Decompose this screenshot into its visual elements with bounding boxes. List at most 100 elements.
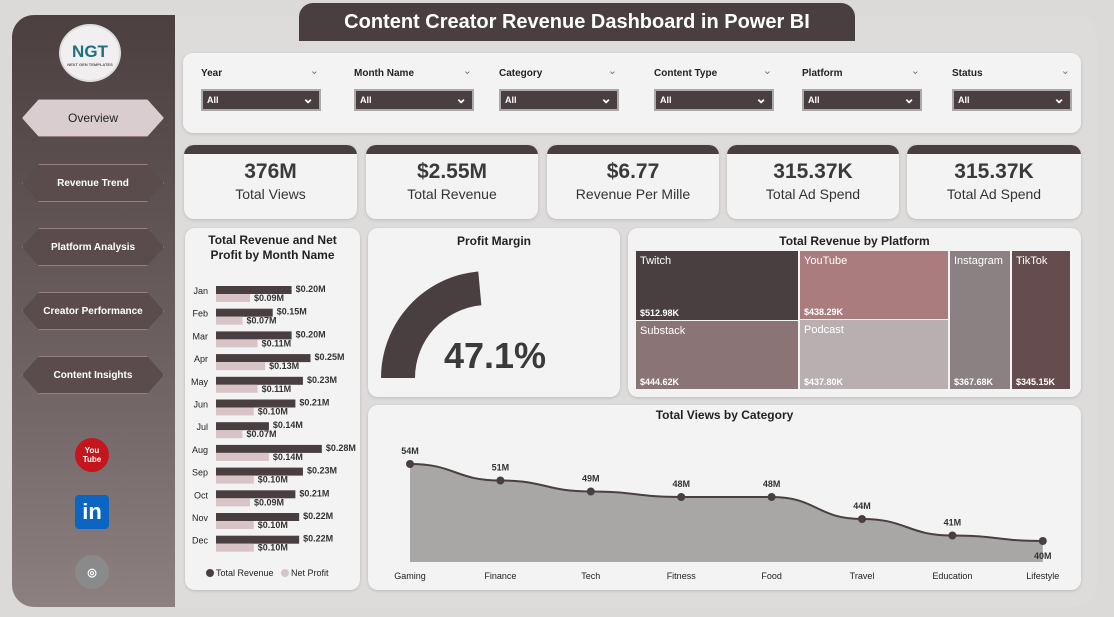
nav-label: Revenue Trend	[57, 177, 129, 189]
revenue-data-label: $0.22M	[303, 511, 333, 521]
category-tick-label: Gaming	[394, 571, 426, 581]
kpi-label: Total Revenue	[407, 186, 497, 202]
revenue-data-label: $0.23M	[307, 466, 337, 476]
filter-platform: Platform All	[802, 64, 922, 111]
legend-marker-profit	[281, 569, 289, 577]
profit-bar	[216, 543, 254, 552]
revenue-data-label: $0.23M	[307, 375, 337, 385]
revenue-bar	[216, 286, 292, 294]
treemap-tile-youtube[interactable]: YouTube $438.29K	[800, 251, 948, 319]
treemap-tile-tiktok[interactable]: TikTok $345.15K	[1012, 251, 1070, 389]
category-tick-label: Travel	[850, 571, 875, 581]
chart-title: Total Views by Category	[655, 408, 794, 422]
filter-label: Category	[499, 64, 619, 84]
profit-data-label: $0.09M	[254, 497, 284, 507]
month-label: Apr	[194, 354, 208, 364]
legend-profit: Net Profit	[291, 568, 329, 578]
kpi-value: $2.55M	[416, 160, 488, 183]
filter-value: All	[660, 95, 672, 105]
revenue-bar	[216, 399, 296, 408]
revenue-bar	[216, 513, 300, 521]
profit-data-label: $0.11M	[262, 338, 292, 348]
profit-bar	[216, 362, 266, 371]
month-label: Jul	[196, 422, 208, 432]
revenue-data-label: $0.20M	[296, 284, 326, 294]
globe-icon[interactable]: ◎	[75, 555, 109, 589]
revenue-bar	[216, 535, 300, 544]
profit-data-label: $0.10M	[258, 520, 288, 530]
tile-value: $444.62K	[640, 377, 680, 387]
filter-dropdown[interactable]: All	[654, 89, 774, 111]
treemap-tile-twitch[interactable]: Twitch $512.98K	[636, 251, 798, 320]
data-point	[406, 460, 414, 468]
filter-dropdown[interactable]: All	[952, 89, 1072, 111]
tile-name: Twitch	[640, 255, 672, 267]
linkedin-icon[interactable]: in	[75, 495, 109, 529]
filter-label: Year	[201, 64, 321, 84]
social-icon-text: ◎	[87, 566, 97, 579]
category-tick-label: Food	[761, 571, 782, 581]
profit-data-label: $0.10M	[258, 475, 288, 485]
kpi-label: Revenue Per Mille	[575, 186, 691, 202]
tile-value: $437.80K	[804, 377, 844, 387]
nav-label: Overview	[67, 111, 118, 125]
logo-text: NGT	[72, 42, 108, 61]
kpi-card: $2.55M Total Revenue	[366, 145, 538, 219]
tile-name: TikTok	[1016, 255, 1048, 267]
nav-creator-performance[interactable]: Creator Performance	[22, 292, 164, 330]
data-point	[858, 515, 866, 523]
profit-data-label: $0.09M	[254, 293, 284, 303]
nav-label: Platform Analysis	[50, 241, 136, 253]
filter-label: Month Name	[354, 64, 474, 84]
revenue-bar	[216, 490, 296, 499]
profit-bar	[216, 339, 258, 348]
filter-dropdown[interactable]: All	[499, 89, 619, 111]
category-tick-label: Education	[932, 571, 972, 581]
nav-overview[interactable]: Overview	[22, 99, 164, 137]
data-label: 51M	[492, 463, 510, 473]
gauge-fill-arc	[380, 271, 482, 378]
profit-data-label: $0.10M	[258, 543, 288, 553]
profit-data-label: $0.11M	[262, 384, 292, 394]
filter-dropdown[interactable]: All	[802, 89, 922, 111]
tile-value: $345.15K	[1016, 377, 1056, 387]
treemap-tile-instagram[interactable]: Instagram $367.68K	[950, 251, 1010, 389]
data-label: 49M	[582, 474, 600, 484]
nav-revenue-trend[interactable]: Revenue Trend	[22, 164, 164, 202]
tile-name: Substack	[640, 325, 686, 337]
filter-value: All	[808, 95, 820, 105]
filter-dropdown[interactable]: All	[354, 89, 474, 111]
legend-revenue: Total Revenue	[216, 568, 274, 578]
revenue-bar	[216, 376, 303, 385]
revenue-bar	[216, 308, 273, 317]
profit-data-label: $0.14M	[273, 452, 303, 462]
nav-platform-analysis[interactable]: Platform Analysis	[22, 228, 164, 266]
nav-label: Creator Performance	[43, 305, 143, 317]
month-label: May	[191, 377, 209, 387]
profit-data-label: $0.13M	[269, 361, 299, 371]
data-label: 48M	[672, 479, 690, 489]
month-label: Oct	[194, 490, 209, 500]
youtube-icon[interactable]: You Tube	[75, 438, 109, 472]
nav-content-insights[interactable]: Content Insights	[22, 356, 164, 394]
treemap-tile-podcast[interactable]: Podcast $437.80K	[800, 320, 948, 389]
filter-category: Category All	[499, 64, 619, 111]
tile-name: Podcast	[804, 324, 844, 336]
revenue-data-label: $0.21M	[299, 398, 329, 408]
filter-value: All	[207, 95, 219, 105]
data-point	[496, 476, 505, 485]
profit-bar	[216, 384, 258, 393]
treemap-tile-substack[interactable]: Substack $444.62K	[636, 321, 798, 389]
filter-status: Status All	[952, 64, 1072, 111]
profit-data-label: $0.07M	[246, 316, 276, 326]
area-line	[409, 463, 1043, 542]
profit-bar	[216, 316, 243, 325]
profit-data-label: $0.07M	[246, 429, 276, 439]
filter-month-name: Month Name All	[354, 64, 474, 111]
revenue-bar	[216, 467, 303, 476]
kpi-value: 315.37K	[954, 160, 1034, 183]
filter-dropdown[interactable]: All	[201, 89, 321, 111]
data-label: 48M	[763, 479, 781, 489]
kpi-value: $6.77	[606, 160, 660, 183]
kpi-label: Total Ad Spend	[765, 186, 861, 202]
